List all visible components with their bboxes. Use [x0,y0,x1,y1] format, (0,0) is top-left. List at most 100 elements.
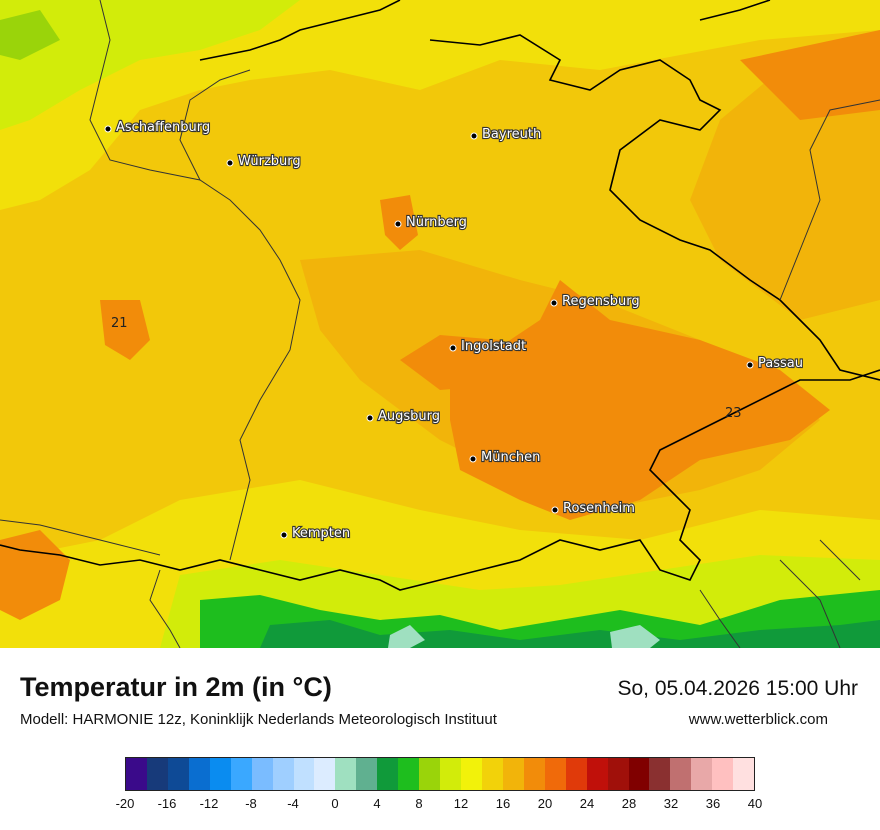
city-nurnberg: Nürnberg [394,214,468,231]
legend-swatch [502,758,524,790]
region-west [89,0,301,561]
zone-orange-swiss [0,530,70,620]
map-value-label: 21 [111,316,128,331]
city-ingolstadt: Ingolstadt [449,338,527,355]
legend-tick-label: 32 [663,796,679,811]
zone-cool-peaks [388,625,660,648]
legend-swatch [398,758,420,790]
legend-tick-label: -4 [287,796,299,811]
legend-tick-label: -20 [115,796,135,811]
border-north [199,0,401,61]
legend-tick-label: 0 [331,796,339,811]
city-bayreuth: Bayreuth [470,126,542,143]
city-label: München [481,450,540,465]
zone-green-corner [0,10,60,60]
city-label: Ingolstadt [461,339,526,354]
legend-swatch [461,758,482,790]
city-wurzburg: Würzburg [226,153,302,170]
legend-tick-label: 40 [747,796,763,811]
legend-swatch [670,758,692,790]
city-label: Kempten [292,526,350,541]
border-poland [699,0,771,21]
zone-hot-southeast [450,280,830,520]
zone-darkorange-northeast [740,30,880,120]
region-lines [0,0,880,648]
city-aschaffenburg: Aschaffenburg [104,119,211,136]
legend-swatch [272,758,294,790]
city-label: Bayreuth [482,127,541,142]
legend-swatch [733,758,755,790]
legend-swatch [230,758,252,790]
city-augsburg: Augsburg [366,408,441,425]
border-lines [0,0,880,591]
map-value-label: 23 [725,406,742,421]
region-lake [0,519,161,556]
legend-swatch [356,758,378,790]
legend-tick-label: 12 [453,796,469,811]
city-label: Würzburg [238,154,301,169]
legend-tick-label: 24 [579,796,595,811]
legend-swatch [146,758,168,790]
legend-swatch [293,758,315,790]
legend-tick-label: 4 [373,796,381,811]
legend-swatch [523,758,545,790]
border-austria [0,369,880,591]
color-legend [125,757,755,791]
legend-swatch [649,758,671,790]
legend-swatch [586,758,608,790]
legend-swatch [544,758,566,790]
legend-swatch [335,758,357,790]
legend-swatch [565,758,587,790]
legend-swatch [607,758,629,790]
model-subtitle: Modell: HARMONIE 12z, Koninklijk Nederla… [20,711,497,728]
legend-swatch [712,758,734,790]
region-south [699,539,861,648]
page-title: Temperatur in 2m (in °C) [20,672,332,702]
legend-swatch [251,758,273,790]
legend-tick-label: 8 [415,796,423,811]
forecast-datetime: So, 05.04.2026 15:00 Uhr [617,677,858,700]
city-rosenheim: Rosenheim [551,500,636,517]
legend-swatch [377,758,399,790]
border-czech [429,34,880,381]
legend-tick-label: -8 [245,796,257,811]
legend-swatch [126,758,147,790]
city-kempten: Kempten [280,525,351,542]
region-east [779,99,880,301]
legend-tick-label: -12 [199,796,219,811]
legend-swatch [188,758,210,790]
legend-swatch [481,758,503,790]
city-label: Rosenheim [563,501,635,516]
temperature-map [0,0,880,648]
city-label: Aschaffenburg [116,120,210,135]
legend-tick-label: 20 [537,796,553,811]
footer [0,648,880,830]
legend-swatch [167,758,189,790]
city-label: Nürnberg [406,215,467,230]
city-munchen: München [469,449,541,466]
legend-tick-label: 36 [705,796,721,811]
city-passau: Passau [746,355,804,372]
city-regensburg: Regensburg [550,293,641,310]
legend-tick-label: -16 [157,796,177,811]
legend-swatch [314,758,336,790]
region-north [179,69,251,181]
city-label: Regensburg [562,294,640,309]
legend-tick-label: 16 [495,796,511,811]
legend-tick-label: 28 [621,796,637,811]
region-alps [149,569,181,648]
zone-hot-ingolstadt [400,335,530,390]
city-label: Passau [758,356,803,371]
legend-swatch [440,758,461,790]
legend-swatch [419,758,441,790]
zone-warm-west [100,300,150,360]
city-label: Augsburg [378,409,440,424]
zone-lightyellow-north [0,0,880,210]
legend-swatch [628,758,650,790]
legend-ticks: -20 -16 -12 -8 -4 0 4 8 12 16 20 24 28 32 36 40 [0,796,880,816]
legend-swatch [691,758,713,790]
zone-yellowgreen-northwest [0,0,300,130]
website-link[interactable]: www.wetterblick.com [688,711,828,728]
map-label-layer: Aschaffenburg Würzburg Bayreuth Nürnberg… [104,119,804,542]
legend-swatch [209,758,231,790]
